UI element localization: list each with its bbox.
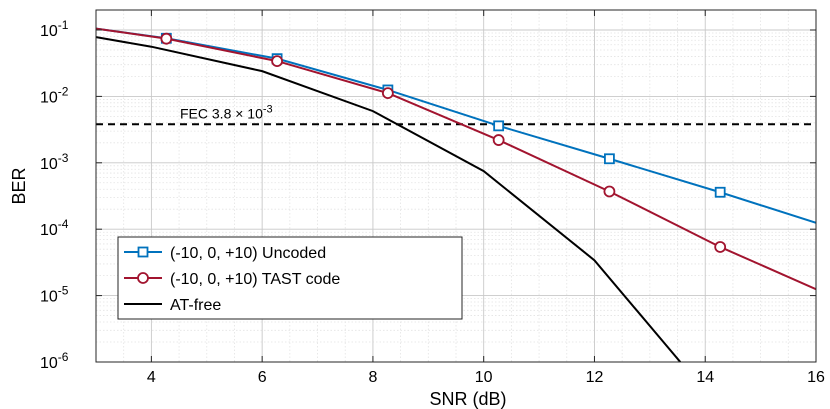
fec-threshold: FEC 3.8 × 10-3 [96, 103, 816, 126]
y-tick-label: 10-3 [40, 151, 69, 173]
tick-labels: 4 6 8 10 12 14 16 10-1 10-2 10-3 10-4 10-5 10-6 [40, 18, 825, 386]
legend-label: AT-free [170, 297, 221, 314]
data-point-square [604, 153, 615, 165]
fec-threshold-label: FEC 3.8 × 10-3 [180, 103, 273, 121]
y-tick-label: 10-4 [40, 217, 69, 239]
legend-label: (-10, 0, +10) TAST code [170, 271, 340, 288]
axes [95, 9, 817, 363]
x-tick-label: 4 [147, 369, 156, 386]
legend-label: (-10, 0, +10) Uncoded [170, 245, 326, 262]
x-tick-label: 14 [696, 369, 714, 386]
data-point-circle [714, 241, 727, 253]
data-point-circle [603, 185, 616, 198]
data-point-circle [381, 87, 394, 100]
legend-marker-circle [137, 272, 149, 284]
data-point-circle [160, 32, 173, 45]
y-tick-label: 10-5 [40, 284, 69, 306]
series-line-2 [96, 27, 816, 291]
x-tick-label: 16 [807, 369, 825, 386]
y-tick-label: 10-6 [40, 350, 69, 372]
x-axis-title: SNR (dB) [429, 389, 506, 409]
x-tick-label: 6 [258, 369, 267, 386]
data-point-square [714, 186, 726, 198]
series-lines [96, 27, 816, 362]
y-tick-label: 10-1 [40, 18, 69, 40]
data-point-square [493, 120, 505, 132]
data-point-circle [492, 134, 505, 146]
legend: (-10, 0, +10) Uncoded (-10, 0, +10) TAST … [117, 236, 463, 320]
legend-marker-square [137, 246, 149, 258]
y-tick-label: 10-2 [40, 84, 69, 106]
x-tick-label: 8 [368, 369, 377, 386]
data-point-circle [271, 55, 284, 67]
y-axis-title: BER [9, 167, 29, 204]
x-tick-label: 10 [475, 369, 493, 386]
legend-box [117, 236, 463, 320]
x-tick-label: 12 [586, 369, 604, 386]
series-line-3 [96, 36, 682, 362]
axes-frame [95, 9, 817, 363]
